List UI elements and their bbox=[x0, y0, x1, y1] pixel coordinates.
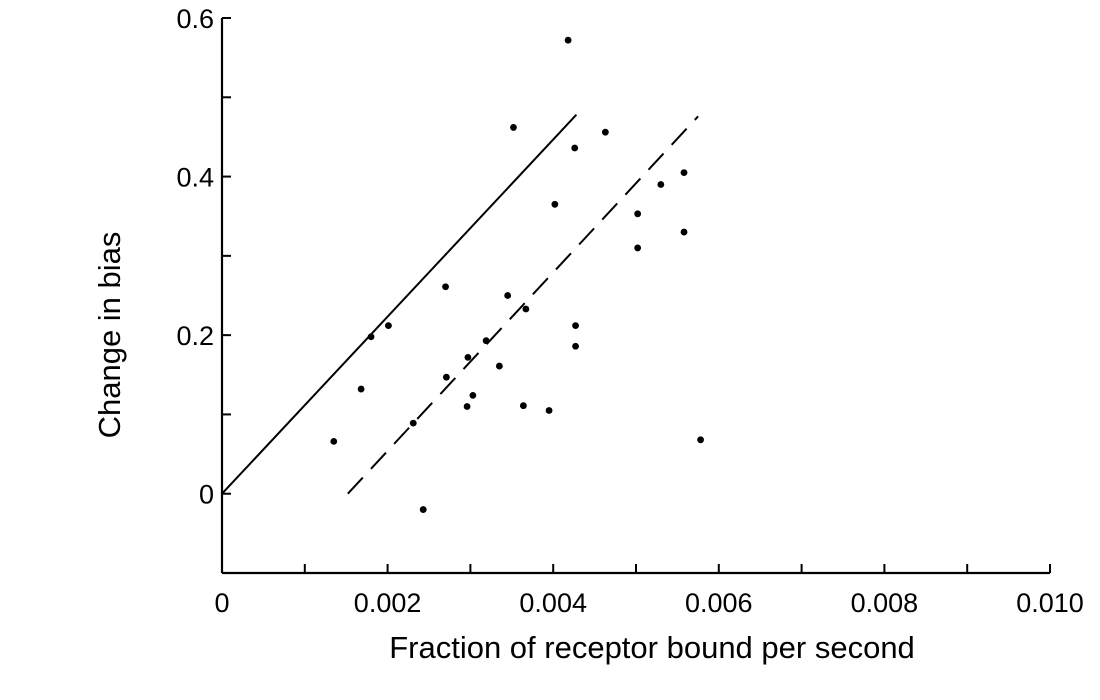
data-point bbox=[495, 362, 503, 370]
x-tick-label: 0.004 bbox=[519, 588, 587, 618]
data-point bbox=[572, 322, 579, 330]
x-tick-label: 0.002 bbox=[354, 588, 422, 618]
y-axis-tick-labels: 0 0.2 0.4 0.6 bbox=[176, 4, 214, 510]
data-point bbox=[442, 373, 450, 381]
data-point bbox=[409, 419, 417, 427]
data-point bbox=[385, 322, 392, 330]
axes bbox=[220, 18, 1050, 575]
data-point bbox=[522, 305, 530, 313]
data-point bbox=[464, 353, 472, 361]
data-point bbox=[680, 228, 688, 236]
dashed-fit-line bbox=[347, 115, 699, 495]
x-tick-label: 0.008 bbox=[851, 588, 919, 618]
data-point bbox=[442, 283, 449, 291]
data-point bbox=[482, 337, 490, 345]
x-tick-label: 0 bbox=[214, 588, 229, 618]
y-axis-ticks bbox=[222, 17, 231, 574]
data-point bbox=[697, 436, 704, 444]
data-point bbox=[634, 244, 642, 252]
data-point bbox=[510, 124, 517, 131]
data-point bbox=[504, 292, 512, 299]
data-point bbox=[519, 402, 527, 410]
x-axis-title: Fraction of receptor bound per second bbox=[389, 630, 915, 665]
data-point bbox=[634, 210, 642, 218]
data-point bbox=[357, 385, 365, 393]
y-tick-label: 0 bbox=[199, 480, 214, 510]
data-point bbox=[545, 407, 553, 414]
data-point bbox=[551, 200, 559, 208]
data-point bbox=[469, 392, 477, 399]
data-point bbox=[657, 181, 665, 188]
solid-fit-line bbox=[221, 114, 578, 495]
x-axis-tick-labels: 0 0.002 0.004 0.006 0.008 0.010 bbox=[214, 588, 1083, 618]
data-point bbox=[572, 342, 579, 350]
y-tick-label: 0.2 bbox=[176, 321, 214, 351]
data-point bbox=[367, 333, 375, 341]
x-axis-ticks bbox=[221, 564, 1051, 573]
x-tick-label: 0.006 bbox=[685, 588, 753, 618]
data-point bbox=[564, 36, 572, 44]
data-point bbox=[419, 506, 427, 513]
y-axis-title: Change in bias bbox=[92, 232, 127, 439]
y-tick-label: 0.4 bbox=[176, 163, 214, 193]
y-tick-label: 0.6 bbox=[176, 4, 214, 34]
data-point bbox=[330, 437, 338, 445]
data-point bbox=[571, 144, 579, 152]
data-point bbox=[680, 169, 688, 177]
fit-lines bbox=[221, 114, 699, 495]
data-point bbox=[463, 403, 471, 410]
x-tick-label: 0.010 bbox=[1016, 588, 1084, 618]
data-point bbox=[601, 128, 609, 136]
data-points bbox=[330, 36, 704, 513]
